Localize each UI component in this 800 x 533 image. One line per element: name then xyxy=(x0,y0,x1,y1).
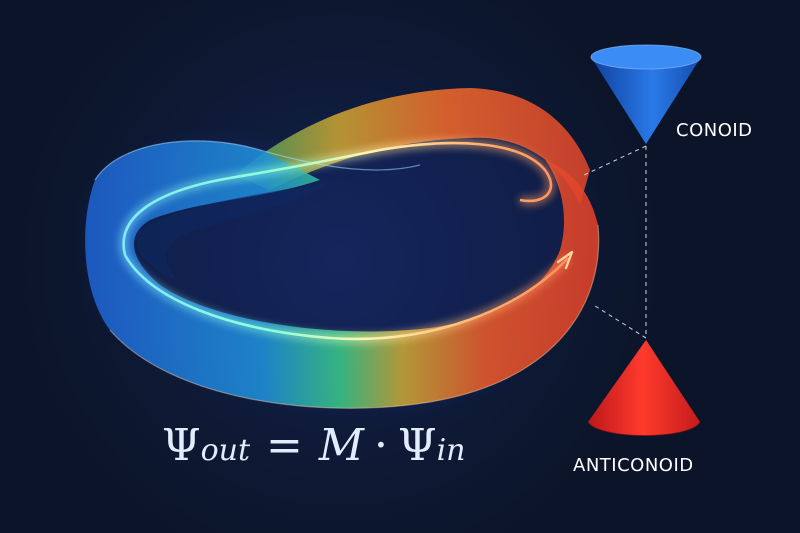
arrow-head-icon xyxy=(556,250,574,270)
dot-operator: · xyxy=(373,420,388,471)
anticonoid-label: ANTICONOID xyxy=(573,455,694,476)
glowing-path xyxy=(119,138,572,344)
equals-sign: = xyxy=(266,420,303,471)
psi-symbol-input: Ψ xyxy=(397,420,437,471)
band-inner-shadow xyxy=(136,182,330,282)
band-back-surface xyxy=(235,88,590,205)
band-edge-top xyxy=(94,140,421,181)
matrix-symbol: M xyxy=(318,420,364,471)
conoid-label: CONOID xyxy=(676,120,753,141)
dashed-connectors xyxy=(581,145,647,339)
psi-symbol: Ψ xyxy=(162,420,201,471)
anticonoid-shape xyxy=(587,340,701,436)
conoid-shape xyxy=(590,44,702,144)
band-front-surface xyxy=(85,140,599,409)
band-edge-bottom xyxy=(109,224,600,409)
input-subscript: in xyxy=(436,433,466,468)
equation: Ψout = M · Ψin xyxy=(162,420,466,471)
output-subscript: out xyxy=(200,433,251,468)
